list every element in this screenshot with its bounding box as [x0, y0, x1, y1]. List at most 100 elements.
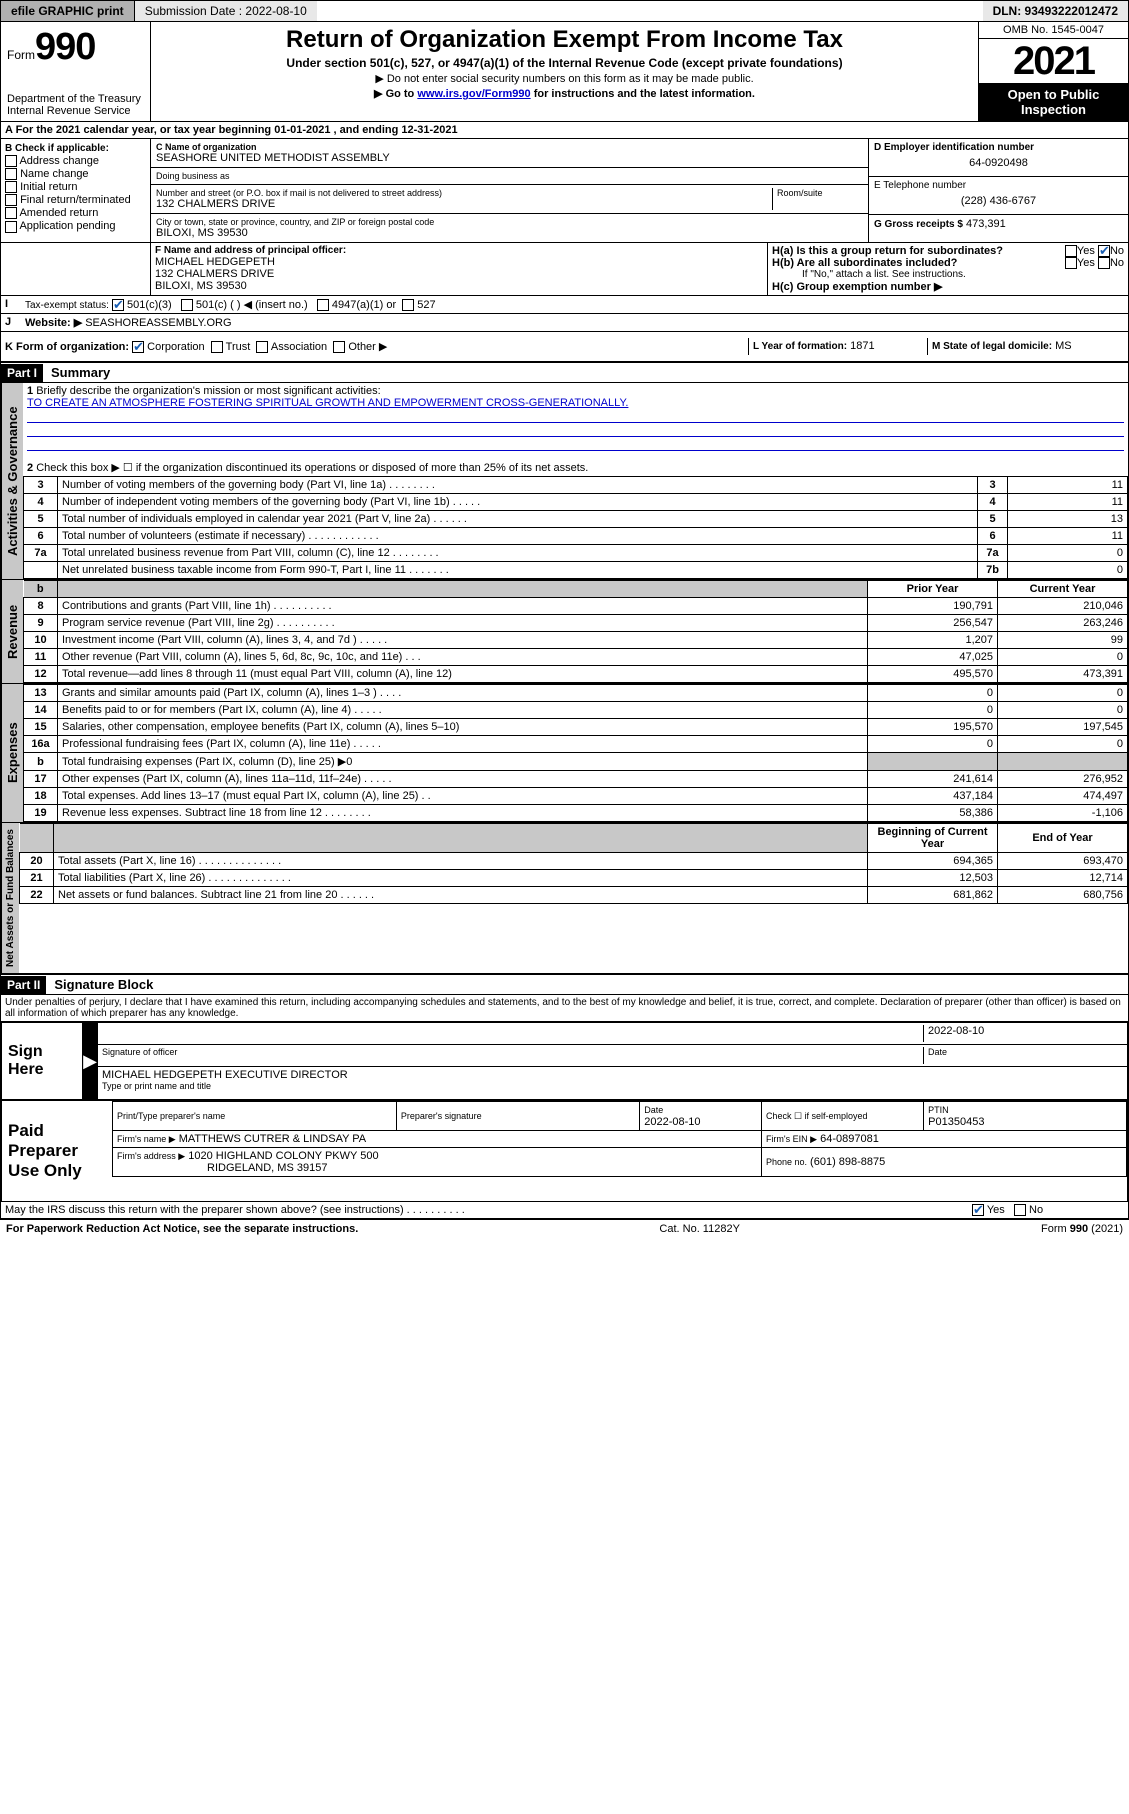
check-name-change[interactable] [5, 168, 17, 180]
f-label: F Name and address of principal officer: [155, 245, 763, 256]
ein-value: 64-0920498 [874, 153, 1123, 173]
box-b: B Check if applicable: Address change Na… [1, 139, 151, 242]
ha-yes[interactable] [1065, 245, 1077, 257]
gross-value: 473,391 [966, 218, 1006, 230]
mission-text: TO CREATE AN ATMOSPHERE FOSTERING SPIRIT… [27, 397, 628, 409]
firm-addr2: RIDGELAND, MS 39157 [207, 1162, 327, 1174]
city-value: BILOXI, MS 39530 [156, 227, 863, 239]
part2-header: Part II Signature Block [1, 974, 1128, 995]
omb-number: OMB No. 1545-0047 [979, 22, 1128, 39]
submission-date: Submission Date : 2022-08-10 [135, 1, 317, 21]
street-address: 132 CHALMERS DRIVE [156, 198, 772, 210]
may-yes[interactable] [972, 1204, 984, 1216]
state-domicile: MS [1055, 340, 1072, 352]
hb-label: H(b) Are all subordinates included? [772, 257, 957, 269]
irs-label: Internal Revenue Service [7, 105, 144, 117]
dln-label: DLN: 93493222012472 [983, 1, 1128, 21]
exp-table: 13Grants and similar amounts paid (Part … [23, 684, 1128, 822]
c-name-label: C Name of organization [156, 142, 863, 152]
may-discuss-row: May the IRS discuss this return with the… [1, 1202, 1128, 1219]
sig-date: 2022-08-10 [923, 1025, 1123, 1042]
footer-right: Form 990 (2021) [1041, 1223, 1123, 1235]
k-assoc[interactable] [256, 341, 268, 353]
city-label: City or town, state or province, country… [156, 217, 863, 227]
part1-header: Part I Summary [1, 362, 1128, 383]
addr-label: Number and street (or P.O. box if mail i… [156, 188, 772, 198]
sign-here-block: Sign Here ▶ 2022-08-10 Signature of offi… [1, 1021, 1128, 1100]
k-other[interactable] [333, 341, 345, 353]
net-table: Beginning of Current YearEnd of Year20To… [19, 823, 1128, 904]
arrow-icon: ▶ [82, 1023, 98, 1099]
entity-block: B Check if applicable: Address change Na… [1, 139, 1128, 243]
i-501c3[interactable] [112, 299, 124, 311]
sign-here-label: Sign Here [2, 1023, 82, 1099]
phone-value: (228) 436-6767 [874, 191, 1123, 211]
name-title-label: Type or print name and title [102, 1081, 1123, 1091]
gross-label: G Gross receipts $ [874, 219, 963, 230]
q2-text: Check this box ▶ ☐ if the organization d… [36, 462, 588, 474]
irs-link[interactable]: www.irs.gov/Form990 [417, 88, 530, 100]
i-4947[interactable] [317, 299, 329, 311]
ptin: P01350453 [928, 1116, 984, 1128]
line-j: J Website: ▶ SEASHOREASSEMBLY.ORG [1, 314, 1128, 332]
gov-table: 3Number of voting members of the governi… [23, 476, 1128, 579]
date-label: Date [923, 1047, 1123, 1064]
check-app-pending[interactable] [5, 221, 17, 233]
year-formation: 1871 [850, 340, 874, 352]
summary-rev: Revenue bPrior YearCurrent Year8Contribu… [1, 580, 1128, 684]
line-klm: K Form of organization: Corporation Trus… [1, 332, 1128, 362]
efile-print-button[interactable]: efile GRAPHIC print [1, 1, 135, 21]
hb-note: If "No," attach a list. See instructions… [772, 269, 1124, 280]
summary-exp: Expenses 13Grants and similar amounts pa… [1, 684, 1128, 823]
form-number: Form990 [7, 26, 144, 69]
officer-addr2: BILOXI, MS 39530 [155, 280, 763, 292]
footer-mid: Cat. No. 11282Y [659, 1223, 740, 1235]
dba-label: Doing business as [156, 171, 863, 181]
firm-addr1: 1020 HIGHLAND COLONY PKWY 500 [188, 1150, 378, 1162]
k-trust[interactable] [211, 341, 223, 353]
form-note-2: ▶ Go to www.irs.gov/Form990 for instruct… [159, 87, 970, 100]
open-to-public: Open to Public Inspection [979, 83, 1128, 121]
tab-netassets: Net Assets or Fund Balances [1, 823, 19, 973]
firm-ein: 64-0897081 [820, 1133, 879, 1145]
tax-year: 2021 [979, 39, 1128, 83]
summary-net: Net Assets or Fund Balances Beginning of… [1, 823, 1128, 974]
phone-label: E Telephone number [874, 180, 1123, 191]
check-amended[interactable] [5, 207, 17, 219]
officer-name-title: MICHAEL HEDGEPETH EXECUTIVE DIRECTOR [102, 1069, 1123, 1081]
officer-addr1: 132 CHALMERS DRIVE [155, 268, 763, 280]
tab-expenses: Expenses [1, 684, 23, 822]
form-note-1: ▶ Do not enter social security numbers o… [159, 72, 970, 85]
form-title: Return of Organization Exempt From Incom… [159, 26, 970, 54]
ein-label: D Employer identification number [874, 142, 1123, 153]
check-address-change[interactable] [5, 155, 17, 167]
paid-preparer-block: Paid Preparer Use Only Print/Type prepar… [1, 1100, 1128, 1202]
sig-officer-label: Signature of officer [102, 1047, 923, 1064]
firm-name: MATTHEWS CUTRER & LINDSAY PA [179, 1133, 366, 1145]
org-name: SEASHORE UNITED METHODIST ASSEMBLY [156, 152, 863, 164]
tab-revenue: Revenue [1, 580, 23, 683]
preparer-table: Print/Type preparer's name Preparer's si… [112, 1101, 1127, 1177]
rev-table: bPrior YearCurrent Year8Contributions an… [23, 580, 1128, 683]
website-value: SEASHOREASSEMBLY.ORG [85, 317, 231, 329]
officer-name: MICHAEL HEDGEPETH [155, 256, 763, 268]
footer-left: For Paperwork Reduction Act Notice, see … [6, 1223, 358, 1235]
top-toolbar: efile GRAPHIC print Submission Date : 20… [0, 0, 1129, 22]
check-initial-return[interactable] [5, 181, 17, 193]
i-527[interactable] [402, 299, 414, 311]
summary-gov: Activities & Governance 1 Briefly descri… [1, 383, 1128, 580]
form-header: Form990 Department of the Treasury Inter… [1, 22, 1128, 122]
ha-no[interactable] [1098, 245, 1110, 257]
room-label: Room/suite [777, 188, 863, 198]
penalty-text: Under penalties of perjury, I declare th… [1, 995, 1128, 1021]
hb-no[interactable] [1098, 257, 1110, 269]
hc-label: H(c) Group exemption number ▶ [772, 280, 1124, 293]
hb-yes[interactable] [1065, 257, 1077, 269]
may-no[interactable] [1014, 1204, 1026, 1216]
form-subtitle: Under section 501(c), 527, or 4947(a)(1)… [159, 56, 970, 70]
k-corp[interactable] [132, 341, 144, 353]
paid-preparer-label: Paid Preparer Use Only [2, 1101, 112, 1201]
dept-treasury: Department of the Treasury [7, 93, 144, 105]
check-final-return[interactable] [5, 194, 17, 206]
i-501c[interactable] [181, 299, 193, 311]
